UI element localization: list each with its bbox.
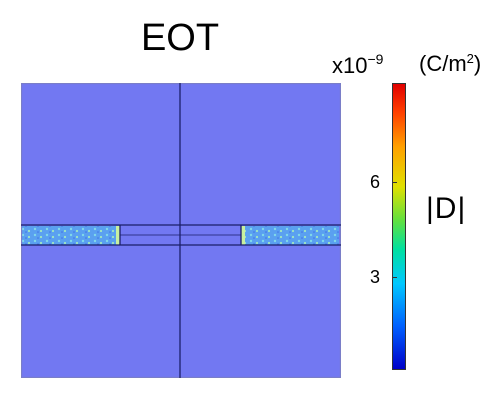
geometry-outline	[21, 83, 341, 378]
quantity-label: |D|	[426, 192, 467, 225]
left-slot-field	[22, 226, 120, 245]
field-plot	[21, 83, 341, 378]
colorbar	[392, 83, 406, 370]
colorbar-tick-label-3: 3	[370, 267, 381, 287]
colorbar-tick-label-6: 6	[370, 172, 381, 192]
colorbar-exponent: x10−9	[332, 51, 384, 78]
colorbar-tick-6	[392, 182, 397, 183]
left-slot-edge-glow	[116, 226, 120, 245]
right-slot-edge-glow	[241, 226, 245, 245]
right-slot-field	[241, 226, 339, 245]
colorbar-tick-3	[392, 277, 397, 278]
colorbar-unit: (C/m2)	[419, 51, 482, 76]
plot-title: EOT	[140, 17, 220, 59]
